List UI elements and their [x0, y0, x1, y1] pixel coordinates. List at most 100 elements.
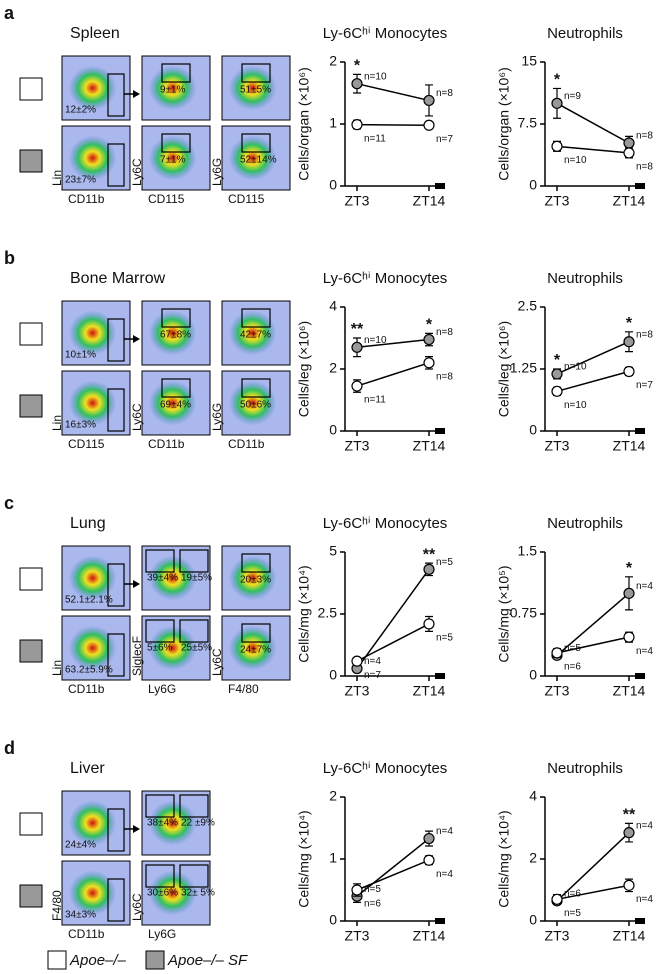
flow-density: [68, 310, 117, 356]
flow-density: [68, 870, 117, 916]
y-axis-label: Cells/mg (×10⁴): [496, 810, 512, 907]
data-point: [623, 587, 635, 599]
n-label: n=5: [436, 557, 453, 568]
series-line: [556, 636, 630, 654]
y-tick-label: 1: [329, 850, 337, 866]
gate-label: 50±6%: [240, 400, 271, 411]
gate: [145, 549, 175, 573]
data-point: [623, 137, 635, 149]
y-tick-label: 1.25: [510, 360, 537, 376]
data-point: [423, 94, 435, 107]
n-label: n=5: [364, 884, 381, 895]
flow-density: [228, 625, 277, 671]
y-tick-label: 7.5: [518, 115, 538, 131]
flow-y-axis: Ly6C: [130, 158, 144, 186]
y-tick-label: 1.5: [518, 543, 538, 559]
flow-y-axis: SiglecF: [130, 636, 144, 676]
gate: [241, 63, 271, 83]
data-point: [623, 147, 635, 159]
gate-label: 12±2%: [65, 105, 96, 116]
chart-title: Ly-6Cʰⁱ Monocytes: [323, 25, 448, 42]
gate: [241, 553, 271, 573]
gate: [107, 633, 125, 677]
flow-x-axis: Ly6G: [148, 682, 176, 696]
series-line: [356, 568, 430, 670]
gate-label: 52±14%: [240, 155, 277, 166]
gate: [107, 388, 125, 432]
series-line: [356, 623, 430, 662]
group-box-sf: [19, 639, 43, 663]
y-axis-label: Cells/mg (×10⁴): [296, 565, 312, 662]
flow-x-axis: CD115: [68, 437, 105, 451]
y-tick-label: 0: [529, 667, 537, 683]
gate: [161, 133, 191, 153]
y-axis-label: Cells/leg (×10⁶): [296, 321, 312, 417]
arrow-head: [133, 90, 140, 98]
flow-density: [68, 800, 117, 846]
data-point: [423, 832, 435, 845]
y-axis-label: Cells/mg (×10⁵): [496, 565, 512, 662]
flow-x-axis: CD11b: [68, 927, 105, 941]
flow-density: [228, 65, 277, 111]
panel-letter: a: [4, 3, 15, 23]
tissue-title: Liver: [70, 760, 105, 777]
n-label: n=4: [364, 656, 381, 667]
data-point: [551, 385, 563, 397]
gate: [241, 308, 271, 328]
significance: *: [626, 315, 633, 332]
chart-title: Neutrophils: [547, 515, 623, 532]
x-tick-label: ZT14: [413, 928, 446, 944]
gate-label: 67±8%: [160, 330, 191, 341]
gate-label: 69±4%: [160, 400, 191, 411]
n-label: n=6: [564, 661, 581, 672]
n-label: n=6: [564, 888, 581, 899]
n-label: n=7: [436, 134, 453, 145]
data-point: [623, 336, 635, 348]
dark-phase-bar: [635, 428, 645, 434]
x-tick-label: ZT14: [413, 193, 446, 209]
data-point: [623, 827, 635, 839]
gate: [107, 878, 125, 922]
gate: [145, 864, 175, 888]
gate: [107, 563, 125, 607]
n-label: n=11: [364, 133, 386, 144]
data-point: [551, 97, 563, 109]
gate: [161, 63, 191, 83]
y-tick-label: 2: [329, 788, 337, 804]
gate-label: 19±5%: [181, 573, 212, 584]
flow-density: [228, 135, 277, 181]
n-label: n=8: [436, 371, 453, 382]
n-label: n=4: [636, 894, 653, 905]
dark-phase-bar: [435, 183, 445, 189]
gate-label: 30±6%: [147, 888, 178, 899]
series-line: [356, 837, 430, 897]
significance: **: [423, 546, 436, 563]
n-label: n=10: [564, 400, 587, 411]
flow-y-axis: Ly6G: [210, 403, 224, 431]
y-tick-label: 0: [329, 422, 337, 438]
y-axis-label: Cells/mg (×10⁴): [296, 810, 312, 907]
gate: [241, 378, 271, 398]
panel-letter: b: [4, 248, 15, 268]
flow-density: [68, 65, 117, 111]
x-tick-label: ZT3: [545, 438, 570, 454]
data-point: [423, 618, 435, 630]
gate-label: 20±3%: [240, 575, 271, 586]
gate-label: 23±7%: [65, 175, 96, 186]
y-tick-label: 1: [329, 115, 337, 131]
gate-label: 22 ±9%: [181, 818, 215, 829]
gate-label: 24±4%: [65, 840, 96, 851]
series-line: [556, 341, 630, 375]
flow-density: [68, 380, 117, 426]
tissue-title: Bone Marrow: [70, 270, 166, 287]
x-tick-label: ZT3: [345, 438, 370, 454]
x-tick-label: ZT14: [613, 683, 646, 699]
legend-label: Apoe–/– SF: [167, 952, 248, 969]
data-point: [551, 893, 563, 905]
n-label: n=8: [436, 327, 453, 338]
x-tick-label: ZT14: [413, 438, 446, 454]
chart-title: Neutrophils: [547, 25, 623, 42]
n-label: n=11: [364, 395, 386, 406]
flow-y-axis: Lin: [50, 660, 64, 676]
series-line: [356, 338, 430, 349]
